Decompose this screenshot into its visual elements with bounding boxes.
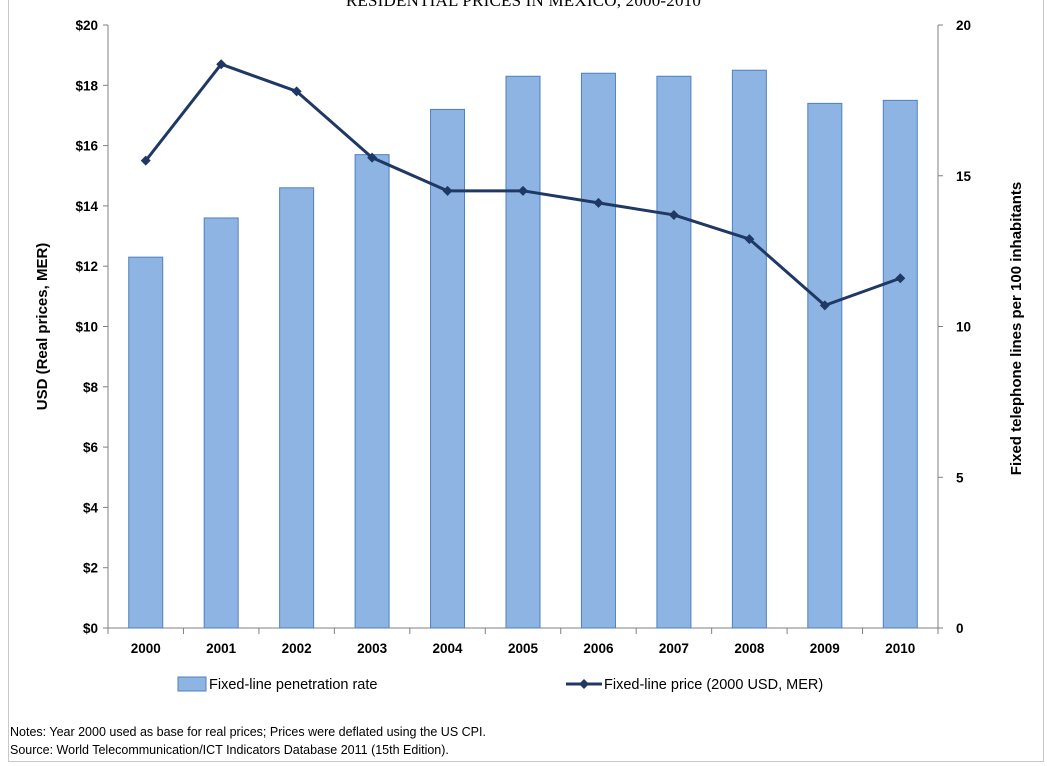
- legend-line-marker: [579, 679, 589, 689]
- left-tick-label: $0: [83, 621, 98, 636]
- price-point: [140, 155, 151, 166]
- left-tick-label: $12: [75, 259, 98, 274]
- legend-bar-swatch: [177, 676, 207, 692]
- price-point: [744, 234, 755, 245]
- left-tick-label: $8: [83, 380, 99, 395]
- penetration-bar: [128, 256, 164, 629]
- x-tick-label: 2000: [131, 641, 161, 656]
- x-tick-label: 2009: [810, 641, 840, 656]
- y-axis-left-title: USD (Real prices, MER): [34, 243, 51, 411]
- left-tick-label: $14: [75, 199, 98, 214]
- chart-note: Notes: Year 2000 used as base for real p…: [10, 725, 486, 739]
- right-tick-label: 15: [956, 169, 972, 184]
- penetration-bar: [656, 75, 692, 629]
- price-point: [291, 86, 302, 97]
- penetration-bar: [505, 75, 541, 629]
- left-tick-label: $2: [83, 561, 98, 576]
- x-tick-label: 2005: [508, 641, 539, 656]
- penetration-bar: [731, 69, 767, 629]
- x-tick-label: 2010: [885, 641, 915, 656]
- penetration-bar: [580, 72, 616, 629]
- price-point: [668, 209, 679, 220]
- price-point: [367, 152, 378, 163]
- chart-title: RESIDENTIAL PRICES IN MEXICO, 2000-2010: [345, 0, 702, 10]
- left-tick-label: $10: [75, 320, 98, 335]
- price-point: [895, 273, 906, 284]
- left-tick-label: $16: [75, 139, 98, 154]
- price-point: [593, 197, 604, 208]
- y-axis-right-title: Fixed telephone lines per 100 inhabitant…: [1008, 182, 1025, 475]
- x-tick-label: 2003: [357, 641, 388, 656]
- price-point: [442, 185, 453, 196]
- right-tick-label: 0: [956, 621, 964, 636]
- right-tick-label: 10: [956, 320, 971, 335]
- x-tick-label: 2001: [206, 641, 237, 656]
- price-point: [819, 300, 830, 311]
- penetration-bar: [807, 102, 843, 629]
- legend-bar-label: Fixed-line penetration rate: [209, 677, 377, 693]
- right-tick-label: 20: [956, 18, 971, 33]
- labels-layer: $0 $2 $4 $6 $8 $10 $12 $14 $16 $18 $20 0 5 10 15 20 2000…: [34, 18, 1025, 656]
- left-tick-label: $6: [83, 440, 99, 455]
- penetration-bar: [430, 108, 466, 629]
- legend-layer: Fixed-line penetration rate Fixed-line pr…: [177, 676, 823, 693]
- left-tick-label: $18: [75, 78, 98, 93]
- bars-layer: [128, 69, 918, 629]
- line-layer: [140, 59, 906, 311]
- price-point: [518, 185, 528, 196]
- x-tick-label: 2006: [583, 641, 614, 656]
- chart-source: Source: World Telecommunication/ICT Indi…: [10, 743, 449, 757]
- left-tick-label: $4: [83, 500, 99, 515]
- x-tick-label: 2007: [659, 641, 689, 656]
- penetration-bar: [354, 154, 390, 629]
- x-tick-label: 2002: [282, 641, 312, 656]
- x-tick-label: 2008: [734, 641, 765, 656]
- chart-svg: $0 $2 $4 $6 $8 $10 $12 $14 $16 $18 $20 0 5 10 15 20 2000…: [34, 18, 1025, 693]
- penetration-bar: [203, 217, 239, 629]
- x-tick-label: 2004: [433, 641, 464, 656]
- right-tick-label: 5: [956, 470, 964, 485]
- penetration-bar: [882, 99, 918, 629]
- legend-line-label: Fixed-line price (2000 USD, MER): [604, 677, 823, 693]
- penetration-bar: [279, 187, 315, 629]
- price-point: [216, 59, 227, 70]
- left-tick-label: $20: [75, 18, 98, 33]
